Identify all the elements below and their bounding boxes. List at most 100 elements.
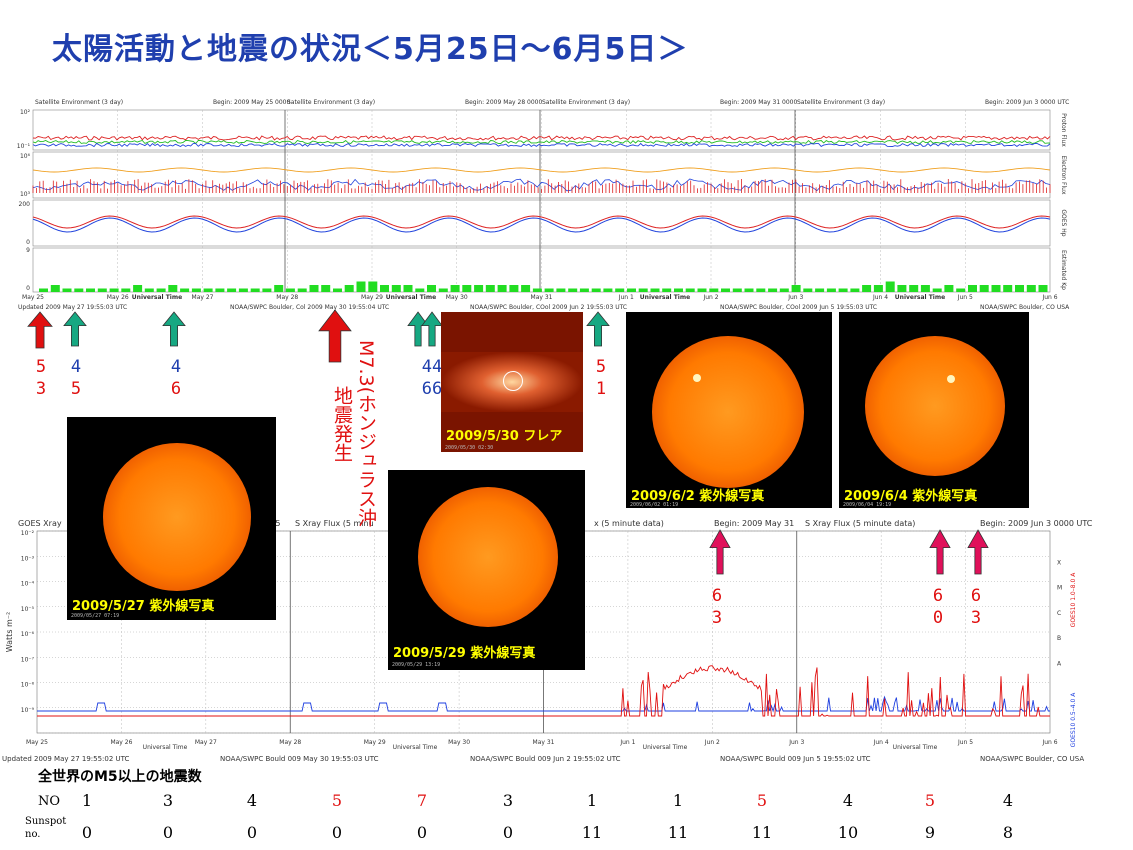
kp-bar [956,288,966,292]
kp-bar [144,288,154,292]
date-tick: May 27 [192,294,214,301]
quake-marker-digit: 6 [170,379,182,399]
electron-flux-red [32,179,1051,193]
kp-bar [815,288,825,292]
satellite-environment-chart: Satellite Environment (3 day) Begin: 2009… [17,99,1070,311]
xray-header-right: Begin: 2009 Jun 3 0000 UTC [980,519,1093,528]
kp-bar [521,285,531,292]
y-tick-label: 10² [20,109,31,116]
kp-bar [97,288,107,292]
kp-bar [1026,285,1036,292]
side-label: GOES Hp [1060,209,1067,236]
arrow-green [63,311,87,347]
kp-bar [274,285,284,292]
update-stamp: NOAA/SWPC Boulder, COol 2009 Jun 2 19:55… [470,304,627,311]
image-timestamp: 2009/06/02 01:19 [630,502,679,508]
xray-y-tick: 10⁻⁴ [21,581,35,588]
xray-header-right: Begin: 2009 May 31 [714,519,794,528]
kp-bar [215,288,225,292]
kp-bar [333,288,342,292]
flare-class-label: C [1057,610,1061,617]
kp-bar [427,285,436,292]
kp-bar [438,288,448,292]
kp-bar [544,288,554,292]
kp-bar [74,288,84,292]
kp-bar [674,288,683,292]
flare-class-label: A [1057,660,1062,667]
image-caption: 2009/6/4 紫外線写真 [844,489,978,504]
kp-bar [650,288,660,292]
quake-count-cell: 5 [331,791,343,810]
kp-bar [380,285,389,292]
kp-bar [638,288,648,292]
panel-header-right: Begin: 2009 Jun 3 0000 UTC [985,99,1069,106]
xray-date-tick: May 29 [364,739,386,746]
sunspot-cell: 10 [837,823,859,842]
panel-header-left: Satellite Environment (3 day) [35,99,123,106]
image-caption: 2009/5/27 紫外線写真 [72,599,215,614]
sunspot-cell: 0 [502,823,514,842]
kp-bar [450,285,460,292]
xray-y-tick: 10⁻⁹ [21,707,35,714]
quake-count-cell: 1 [672,791,684,810]
quake-count-cell: 4 [1002,791,1014,810]
quake-marker-digit: 5 [70,379,82,399]
xray-y-tick: 10⁻⁶ [21,631,35,638]
image-timestamp: 2009/05/27 07:19 [71,613,120,619]
kp-bar [309,285,319,292]
kp-bar [297,288,307,292]
xray-date-tick: Jun 3 [788,739,804,746]
panel-header-right: Begin: 2009 May 28 0000 [465,99,542,106]
kp-bar [944,285,954,292]
kp-bar [920,285,930,292]
update-stamp: NOAA/SWPC Boulder, Col 2009 May 30 19:55… [230,304,389,311]
y-tick-label: 0 [26,239,30,246]
kp-bar [474,285,484,292]
big-quake-magnitude: M7.3(ホンジュラス沖 [355,340,377,528]
sun-image-0529: 2009/5/29 紫外線写真 2009/05/29 13:19 [388,470,585,670]
xray-date-tick: Jun 5 [957,739,973,746]
goes-hp-blue [32,217,1051,233]
proton-flux-low [32,142,1051,148]
flare-image-0530: 2009/5/30 フレア 2009/05/30 02:30 [441,312,583,452]
xray-y-tick: 10⁻³ [21,555,35,562]
date-tick: Jun 4 [872,294,888,301]
xray-date-tick: May 26 [110,739,132,746]
quake-marker-digit: 1 [595,379,607,399]
kp-bar [50,285,60,292]
xray-date-tick: Jun 1 [619,739,635,746]
sunspot-cell: 11 [667,823,689,842]
date-tick: Jun 1 [618,294,634,301]
kp-bar [603,288,613,292]
sunspot-cell: 11 [581,823,603,842]
kp-bar [615,288,625,292]
xray-date-tick: May 31 [533,739,555,746]
occulter-circle [503,371,523,391]
quake-marker-digit: 3 [970,608,982,628]
kp-bar [250,288,260,292]
quake-marker-digit: 4 [70,357,82,377]
kp-bar [62,288,72,292]
kp-bar [932,288,942,292]
series-label-long: GOES10 1.0–8.0 A [1070,572,1077,628]
kp-bar [721,288,730,292]
arrow-green [162,311,186,347]
sun-image-0602: 2009/6/2 紫外線写真 2009/06/02 01:19 [626,312,832,508]
sunspot-cell: 11 [751,823,773,842]
panel-header-right: Begin: 2009 May 31 0000 [720,99,797,106]
image-caption: 2009/5/30 フレア [446,429,563,444]
kp-bar [779,288,789,292]
xray-y-tick: 10⁻² [21,530,35,537]
y-tick-label: 10³ [20,191,31,198]
date-tick: Jun 6 [1041,294,1057,301]
kp-bar [709,288,719,292]
kp-bar [885,281,895,292]
xray-y-tick: 10⁻⁵ [21,606,35,613]
kp-bar [180,288,190,292]
